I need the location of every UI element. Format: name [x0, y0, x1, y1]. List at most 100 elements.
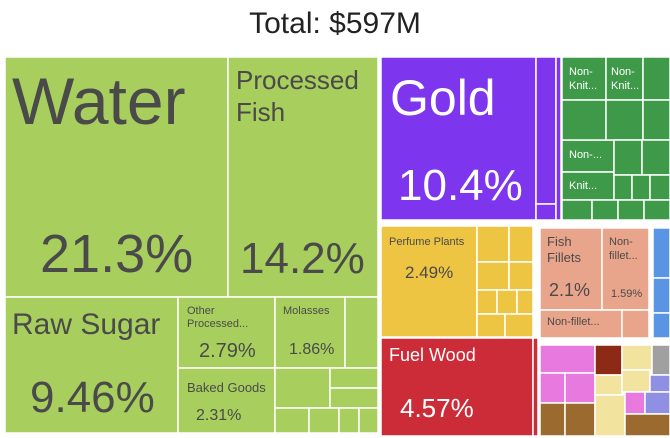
tile-label-12-line-0: Fish — [547, 234, 572, 249]
tile-label-4: Molasses — [283, 305, 330, 317]
tile-label-10: Knit... — [569, 180, 597, 192]
tile-small-1 — [274, 367, 331, 409]
tile-6 — [380, 56, 537, 221]
tile-label-1-line-1: FishProcessed Fish — [236, 97, 285, 127]
tile-small-22 — [617, 199, 645, 221]
tile-small-13 — [605, 99, 644, 141]
tile-share-15: 4.57% — [400, 393, 474, 423]
tile-small-12 — [561, 99, 607, 141]
tile-small-50 — [624, 391, 646, 415]
tile-small-37 — [652, 312, 670, 339]
tile-small-25 — [508, 225, 534, 263]
tile-share-13: 1.59% — [611, 288, 642, 300]
tile-9 — [561, 139, 615, 173]
tile-small-7 — [358, 407, 379, 434]
tile-label-5: Baked Goods — [187, 380, 266, 395]
tile-11 — [380, 225, 478, 338]
tile-label-14: Non-fillet... — [547, 316, 600, 328]
tile-13 — [601, 227, 650, 311]
tile-small-39 — [539, 372, 566, 404]
tile-small-51 — [644, 391, 670, 415]
tile-small-27 — [508, 261, 534, 291]
tile-share-5: 2.31% — [196, 407, 241, 424]
tile-label-3-line-0: Other — [187, 305, 215, 317]
tile-small-26 — [476, 261, 510, 291]
tile-small-0 — [344, 296, 379, 369]
tile-small-15 — [613, 139, 643, 176]
tile-1 — [227, 56, 379, 298]
tile-label-13-line-0: Non- — [609, 236, 633, 248]
tile-5 — [177, 367, 276, 434]
tile-small-42 — [621, 344, 653, 371]
tile-2 — [4, 296, 179, 434]
tile-small-14 — [642, 99, 670, 141]
tile-label-2: Raw Sugar — [12, 308, 160, 341]
tile-small-5 — [308, 407, 340, 434]
tile-small-30 — [516, 289, 534, 315]
tile-label-13-line-1: fillet...Non-fillet... — [609, 250, 638, 262]
tile-15 — [380, 337, 534, 437]
tile-small-38 — [539, 344, 596, 374]
tile-small-8 — [535, 56, 557, 205]
tile-share-0: 21.3% — [40, 224, 193, 284]
tile-small-21 — [591, 199, 619, 221]
tile-small-52 — [624, 413, 670, 437]
tile-small-10 — [555, 56, 562, 221]
tile-label-9: Non-... — [569, 149, 602, 161]
tile-label-15: Fuel Wood — [389, 345, 476, 365]
tile-14 — [539, 309, 623, 339]
tile-label-8-line-0: Non- — [611, 66, 635, 78]
tile-small-19 — [649, 174, 670, 201]
tile-small-36 — [652, 277, 670, 314]
tile-8 — [605, 56, 644, 101]
tile-small-35 — [652, 227, 670, 279]
tile-small-32 — [504, 313, 534, 338]
tile-label-3-line-1: Processed...Other Processed... — [187, 318, 248, 330]
tile-label-7-line-0: Non- — [569, 66, 593, 78]
tile-label-0: Water — [12, 64, 186, 138]
tile-share-11: 2.49% — [405, 263, 453, 282]
tile-share-2: 9.46% — [30, 373, 155, 422]
tile-small-28 — [476, 289, 498, 315]
tile-small-18 — [631, 174, 651, 201]
tile-small-31 — [476, 313, 506, 338]
tile-small-9 — [535, 203, 557, 221]
tile-share-4: 1.86% — [289, 341, 334, 358]
tile-share-12: 2.1% — [549, 280, 590, 300]
tile-small-2 — [329, 367, 379, 389]
tile-0 — [4, 56, 229, 298]
tile-small-4 — [274, 407, 310, 434]
tile-small-48 — [564, 402, 596, 437]
tile-label-11: Perfume Plants — [389, 236, 465, 248]
tile-small-46 — [649, 374, 670, 393]
tile-small-6 — [338, 407, 360, 434]
tile-label-12-line-1: FilletsFish Fillets — [547, 250, 581, 265]
tile-small-17 — [613, 174, 633, 201]
tile-small-29 — [496, 289, 518, 315]
tile-small-16 — [641, 139, 670, 176]
tile-label-6: Gold — [390, 70, 496, 126]
tile-small-45 — [621, 369, 651, 393]
tile-small-23 — [643, 199, 670, 221]
tile-small-41 — [594, 344, 623, 376]
tile-small-47 — [539, 402, 566, 437]
tile-share-1: 14.2% — [240, 234, 365, 283]
tile-small-49 — [594, 394, 626, 437]
chart-title: Total: $597M — [249, 7, 421, 40]
tile-label-8-line-1: Knit...Non-Knit... — [611, 80, 639, 92]
tile-small-43 — [651, 344, 670, 376]
tile-small-11 — [642, 56, 670, 101]
tile-label-1-line-0: Processed — [236, 65, 359, 95]
tile-small-24 — [476, 225, 510, 263]
tile-share-6: 10.4% — [398, 161, 523, 210]
tile-small-44 — [594, 374, 623, 396]
tile-share-3: 2.79% — [199, 340, 256, 362]
tile-small-33 — [621, 309, 650, 339]
tile-small-3 — [329, 387, 379, 409]
tile-label-7-line-1: Knit...Non-Knit... — [569, 80, 597, 92]
tile-small-40 — [564, 372, 596, 404]
tile-7 — [561, 56, 607, 101]
tile-small-20 — [561, 199, 593, 221]
tile-small-34 — [532, 337, 539, 437]
